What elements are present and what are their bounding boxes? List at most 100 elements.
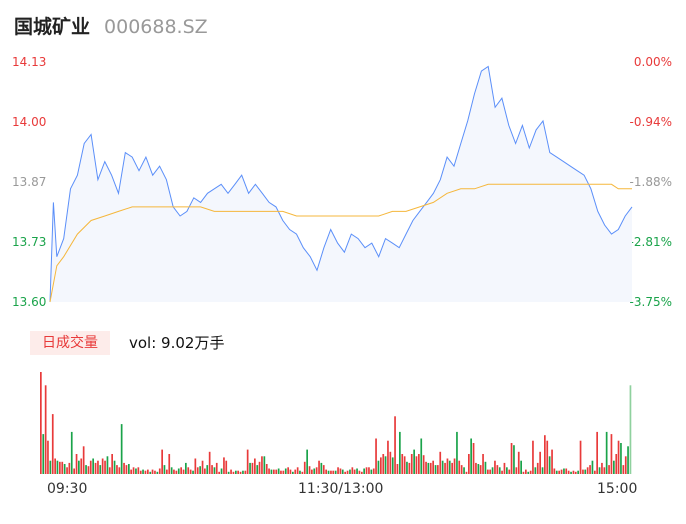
volume-bar — [541, 467, 544, 474]
volume-bar — [563, 468, 565, 474]
volume-bar — [116, 465, 118, 474]
volume-bar — [406, 461, 408, 474]
volume-bar — [206, 465, 209, 474]
volume-bar — [622, 465, 625, 474]
volume-tab[interactable]: 日成交量 — [30, 331, 110, 355]
volume-bar — [439, 451, 442, 474]
volume-bar — [284, 468, 287, 474]
volume-bar — [451, 462, 453, 474]
volume-bar — [496, 465, 499, 474]
volume-bar — [548, 456, 551, 474]
volume-bar — [560, 469, 563, 474]
volume-bar — [123, 462, 125, 474]
volume-bar — [66, 467, 68, 474]
volume-bar — [415, 456, 418, 474]
stock-code: 000688.SZ — [104, 16, 208, 38]
volume-bar — [220, 468, 223, 474]
volume-bar — [132, 467, 135, 474]
volume-bar — [185, 462, 187, 474]
average-line — [49, 183, 632, 303]
volume-bar — [596, 431, 598, 474]
volume-bar — [582, 469, 584, 474]
volume-bar — [294, 469, 297, 474]
volume-bar — [108, 467, 111, 474]
volume-bar — [472, 443, 475, 474]
volume-bar — [339, 468, 342, 474]
volume-bar — [282, 470, 285, 474]
volume-bar — [244, 470, 247, 474]
y-tick-left-2: 13.87 — [12, 175, 47, 189]
volume-bar — [601, 462, 603, 474]
time-label-open: 09:30 — [47, 481, 88, 497]
volume-bar — [263, 456, 266, 474]
volume-bar — [242, 470, 244, 474]
volume-bar — [401, 454, 404, 474]
volume-bar — [365, 467, 368, 474]
volume-bar — [434, 465, 437, 474]
volume-bar — [594, 470, 596, 474]
volume-bar — [615, 454, 618, 474]
volume-bar — [315, 467, 318, 474]
volume-bar — [525, 469, 527, 474]
volume-bar — [394, 416, 396, 474]
volume-bar — [161, 449, 163, 474]
volume-bar — [135, 468, 137, 474]
volume-bar — [215, 462, 218, 474]
volume-bar — [425, 461, 427, 474]
volume-bar — [299, 470, 301, 474]
volume-bar — [70, 431, 73, 474]
volume-bar — [223, 457, 225, 474]
volume-bar — [156, 471, 159, 474]
volume-bar — [322, 465, 325, 474]
volume-bar — [387, 440, 389, 474]
volume-chart-area — [40, 372, 632, 474]
volume-bar — [163, 465, 166, 474]
volume-bar — [598, 467, 601, 474]
volume-bar — [227, 471, 230, 474]
y-tick-right-0: 0.00% — [633, 55, 672, 69]
volume-bar — [85, 465, 87, 474]
volume-bar — [332, 470, 335, 474]
volume-bar — [577, 470, 579, 474]
volume-bar — [63, 464, 66, 474]
volume-bar — [351, 467, 354, 474]
volume-bar — [230, 469, 232, 474]
volume-bar — [574, 471, 577, 474]
volume-bar — [396, 464, 399, 474]
volume-bar — [118, 467, 121, 474]
volume-bar — [168, 454, 171, 474]
volume-bar — [256, 465, 259, 474]
price-area-fill — [50, 66, 632, 302]
y-tick-left-0: 14.13 — [12, 55, 47, 69]
volume-bar — [341, 469, 344, 474]
volume-bar — [194, 458, 197, 474]
volume-bar — [508, 469, 511, 474]
volume-bar — [239, 471, 242, 474]
volume-bar — [361, 471, 363, 474]
volume-bar — [572, 470, 575, 474]
volume-bar — [92, 458, 94, 474]
volume-bar — [517, 451, 520, 474]
volume-bar — [510, 443, 513, 474]
volume-bar — [403, 456, 406, 474]
volume-bar — [475, 462, 477, 474]
volume-bar — [420, 438, 423, 474]
volume-bar — [534, 467, 537, 474]
volume-bar — [175, 470, 178, 474]
volume-bar — [608, 465, 610, 474]
volume-bar — [320, 462, 323, 474]
volume-bar — [313, 468, 316, 474]
volume-bar — [73, 468, 75, 474]
volume-bar — [265, 464, 268, 474]
volume-bar — [128, 464, 130, 474]
volume-readout: vol: 9.02万手 — [129, 334, 225, 352]
volume-bar — [465, 471, 468, 474]
y-tick-right-1: -0.94% — [629, 115, 672, 129]
y-tick-left-4: 13.60 — [12, 295, 47, 309]
volume-bar — [539, 451, 541, 474]
volume-bar — [460, 465, 463, 474]
volume-bar — [399, 431, 401, 474]
volume-bar — [586, 467, 589, 474]
volume-bar — [567, 470, 570, 474]
